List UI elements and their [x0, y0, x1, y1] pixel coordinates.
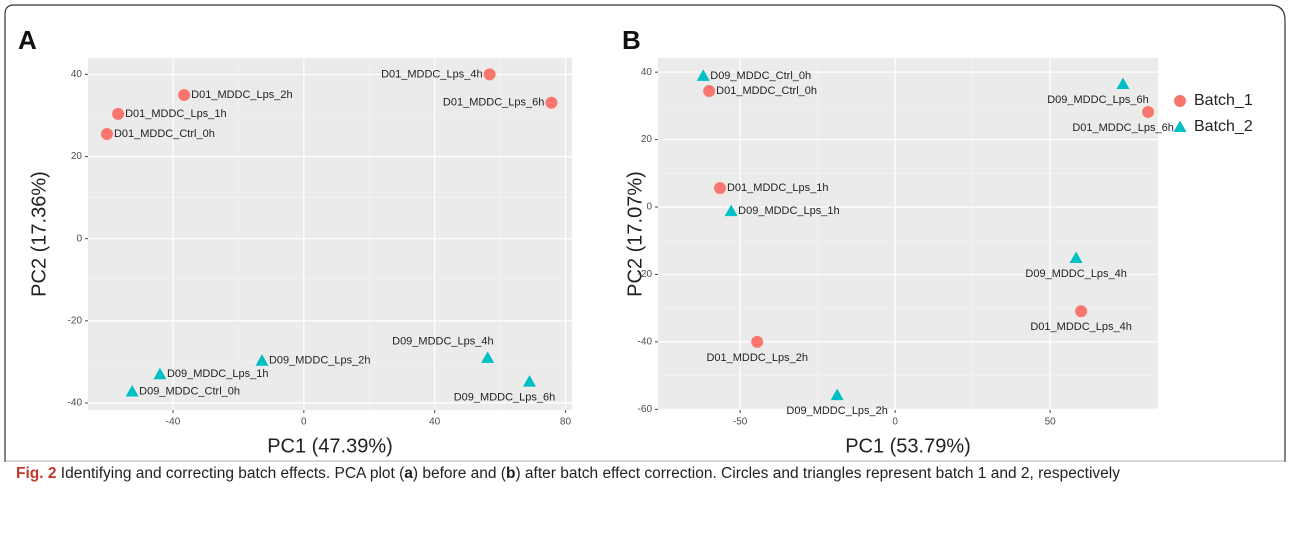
point-label: D09_MDDC_Lps_2h	[269, 355, 371, 367]
y-axis-title: PC2 (17.36%)	[28, 171, 50, 297]
x-tick-label: 80	[560, 417, 572, 428]
caption-text: b	[505, 465, 516, 482]
x-tick-label: 0	[892, 417, 898, 428]
point	[696, 69, 710, 81]
point	[713, 182, 726, 195]
point	[522, 375, 536, 387]
x-tick-label: -40	[166, 417, 181, 428]
point-label: D09_MDDC_Lps_4h	[392, 336, 494, 348]
point-label: D09_MDDC_Lps_6h	[1047, 94, 1149, 106]
figure: -40 -20 0 20 40 -40 0 40 80 A PC1 (47.39%) PC2 (17.…	[4, 4, 1286, 462]
point-label: D01_MDDC_Lps_1h	[727, 182, 829, 194]
point	[481, 351, 495, 363]
fig-label: Fig. 2	[16, 465, 57, 482]
y-tick-label: 40	[71, 69, 83, 80]
y-tick-label: 40	[641, 67, 653, 78]
x-tick-label: 0	[301, 417, 307, 428]
point-label: D01_MDDC_Ctrl_0h	[114, 128, 215, 140]
y-tick-label: -20	[638, 269, 653, 280]
point-label: D01_MDDC_Lps_4h	[1030, 321, 1132, 333]
caption-text: Identifying and correcting batch effects…	[56, 465, 405, 482]
panel-label: B	[622, 25, 641, 55]
y-tick-label: -20	[68, 316, 83, 327]
point	[751, 335, 764, 348]
point	[830, 388, 844, 401]
point-label: D09_MDDC_Ctrl_0h	[710, 70, 811, 82]
point	[153, 367, 167, 380]
point	[1075, 305, 1088, 318]
point	[125, 385, 139, 397]
y-tick-label: 0	[646, 202, 652, 213]
point	[1142, 105, 1155, 118]
point-label: D09_MDDC_Lps_1h	[167, 368, 269, 380]
panel-label: A	[18, 25, 37, 55]
point	[483, 68, 496, 81]
point	[724, 204, 738, 217]
x-tick-label: 40	[429, 417, 441, 428]
y-tick-label: -60	[638, 404, 653, 415]
point-label: D09_MDDC_Lps_2h	[786, 405, 888, 417]
point-label: D01_MDDC_Lps_2h	[191, 89, 292, 101]
point-label: D01_MDDC_Lps_6h	[1072, 122, 1174, 134]
point	[545, 96, 558, 109]
legend-label: Batch_2	[1194, 118, 1253, 135]
plot-background	[658, 58, 1158, 410]
point-label: D01_MDDC_Lps_4h	[381, 68, 483, 80]
x-tick-label: -50	[733, 417, 748, 428]
y-axis-title: PC2 (17.07%)	[624, 171, 646, 297]
y-tick-label: -40	[68, 398, 83, 409]
legend-label: Batch_1	[1194, 92, 1253, 109]
point-label: D09_MDDC_Lps_1h	[738, 205, 840, 217]
x-axis-title: PC1 (53.79%)	[845, 435, 971, 457]
point-label: D09_MDDC_Lps_4h	[1025, 268, 1127, 280]
caption: Fig. 2 Identifying and correcting batch …	[16, 462, 1278, 486]
point	[100, 127, 113, 140]
point	[178, 88, 191, 101]
x-axis-title: PC1 (47.39%)	[267, 435, 393, 457]
point-label: D09_MDDC_Lps_6h	[454, 392, 556, 404]
point	[255, 354, 269, 366]
x-tick-label: 50	[1045, 417, 1057, 428]
point-label: D01_MDDC_Lps_2h	[706, 352, 808, 364]
y-tick-label: 20	[641, 134, 653, 145]
plot-background	[88, 58, 572, 410]
point	[1069, 251, 1083, 263]
caption-text: a	[404, 465, 413, 482]
y-tick-label: 0	[76, 233, 82, 244]
frame	[4, 4, 1286, 462]
y-tick-label: -40	[638, 337, 653, 348]
legend-marker	[1174, 95, 1186, 107]
point	[112, 107, 125, 120]
legend-marker	[1173, 120, 1187, 132]
caption-text: ) after batch effect correction. Circles…	[515, 465, 1120, 482]
point-label: D01_MDDC_Lps_1h	[125, 108, 227, 120]
caption-text: ) before and (	[412, 465, 506, 482]
point-label: D01_MDDC_Ctrl_0h	[716, 85, 817, 97]
point-label: D01_MDDC_Lps_6h	[443, 97, 545, 109]
point	[1116, 77, 1130, 89]
y-tick-label: 20	[71, 151, 83, 162]
point-label: D09_MDDC_Ctrl_0h	[139, 385, 240, 397]
point	[703, 85, 716, 98]
